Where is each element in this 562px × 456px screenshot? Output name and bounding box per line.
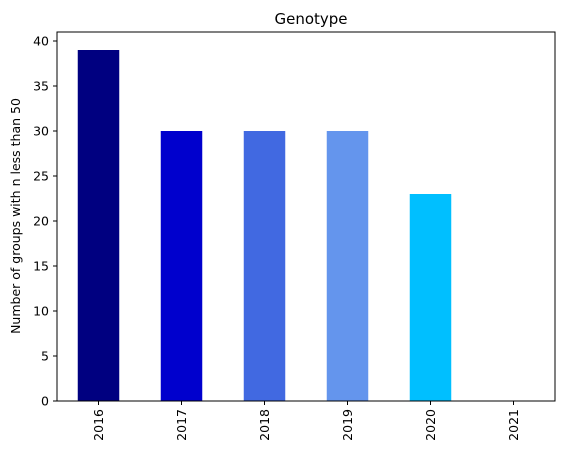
x-tick-label: 2017	[174, 409, 189, 441]
y-tick-label: 25	[33, 169, 49, 184]
y-tick-label: 30	[33, 124, 49, 139]
y-tick-label: 10	[33, 304, 49, 319]
y-tick-label: 5	[41, 349, 49, 364]
bar-2018	[243, 131, 286, 401]
x-ticks-layer: 2016 2017 2018 2019 2020 2021	[91, 401, 521, 441]
y-tick-label: 20	[33, 214, 49, 229]
chart-title: Genotype	[274, 10, 347, 28]
y-ticks-layer: 0 5 10 15 20 25 30 35 40	[33, 34, 57, 409]
y-tick-label: 15	[33, 259, 49, 274]
x-tick-label: 2021	[506, 409, 521, 441]
y-tick-label: 40	[33, 34, 49, 49]
y-tick-label: 35	[33, 79, 49, 94]
plot-frame	[56, 31, 556, 402]
bar-2017	[160, 131, 203, 401]
x-tick-label: 2018	[257, 409, 272, 441]
x-tick-label: 2020	[423, 409, 438, 441]
x-tick-label: 2016	[91, 409, 106, 441]
y-axis-label: Number of groups with n less than 50	[8, 98, 23, 334]
y-tick-label: 0	[41, 394, 49, 409]
bar-2016	[77, 50, 120, 401]
x-tick-label: 2019	[340, 409, 355, 441]
bar-2019	[326, 131, 369, 401]
bar-2020	[409, 194, 452, 401]
bars-layer	[77, 50, 452, 401]
